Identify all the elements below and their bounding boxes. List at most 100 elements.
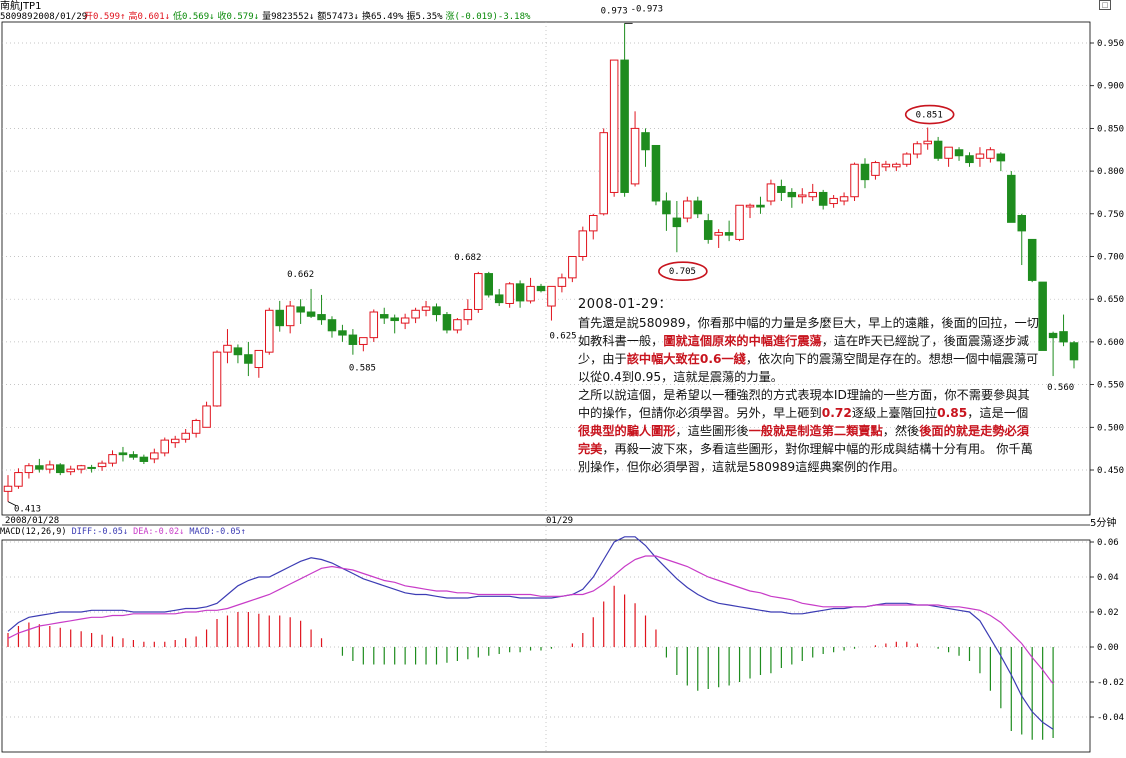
price-label: 0.705 <box>669 267 696 277</box>
annotation-run: 之所以說這個，是希望以一種強烈的方式表現本ID理論的一些方面，你不需要參與其中的… <box>578 388 1030 420</box>
candle-body <box>1069 342 1079 361</box>
main-ytick-label: 0.500 <box>1097 423 1124 433</box>
candle-body <box>526 285 535 302</box>
main-ytick-label: 0.700 <box>1097 253 1124 263</box>
candle-body <box>442 314 452 331</box>
candle-body <box>76 465 86 470</box>
annotation-highlight: 0.85 <box>937 406 968 420</box>
candle-body <box>1027 238 1037 281</box>
annotation-run: 逐級上臺階回拉 <box>851 406 938 420</box>
candle-body <box>766 183 776 202</box>
candle-body <box>139 456 149 462</box>
xtick-label: 2008/01/28 <box>5 516 59 526</box>
annotation-run: ，這是一個 <box>967 406 1029 420</box>
main-ytick-label: 0.550 <box>1097 381 1124 391</box>
candle-body <box>390 317 399 322</box>
annotation-highlight: 圖就這個原來的中幅進行震蕩 <box>663 334 822 348</box>
candle-body <box>400 317 410 324</box>
candle-body <box>170 438 180 444</box>
quote-field: 涨(-0.019)-3.18% <box>445 12 531 22</box>
macd-diff-line <box>7 536 1054 730</box>
candle-body <box>3 485 13 492</box>
annotation-highlight: 0.72 <box>821 406 852 420</box>
candle-body <box>463 308 473 321</box>
candle-body <box>996 153 1006 162</box>
xtick-label: 01/29 <box>546 516 573 526</box>
annotation-title: 2008-01-29： <box>578 297 673 312</box>
price-circle-marker <box>658 261 708 282</box>
candle-body <box>118 452 128 456</box>
candle-body <box>223 344 232 353</box>
price-label: 0.560 <box>1047 383 1074 393</box>
candle-body <box>944 146 953 159</box>
price-label: 0.851 <box>916 111 943 121</box>
candle-body <box>683 200 692 219</box>
macd-panel-frame <box>1 539 1091 753</box>
candle-body <box>484 273 494 296</box>
annotation-run: 首先還是說580989，你看那中幅的力量是多麼巨大，早上的遠離，後面的回拉，一切… <box>578 316 1039 348</box>
candle-body <box>411 309 420 319</box>
candle-body <box>306 311 316 317</box>
candle-body <box>338 330 347 336</box>
candle-body <box>97 462 107 468</box>
main-ytick-label: 0.450 <box>1097 466 1124 476</box>
quote-field: 低0.569↓ <box>173 12 215 22</box>
candle-body <box>756 204 765 208</box>
macd-ytick-label: 0.06 <box>1097 538 1119 548</box>
candle-body <box>202 405 211 428</box>
annotation-highlight: 一般就是制造第二類賣點 <box>748 424 883 438</box>
price-label: 0.662 <box>287 270 314 280</box>
price-label: 0.682 <box>454 253 481 263</box>
quote-field: 高0.601↓ <box>128 12 171 22</box>
candle-body <box>965 155 974 164</box>
candle-body <box>745 204 755 208</box>
candle-body <box>348 334 358 345</box>
candle-body <box>359 337 368 345</box>
candle-body <box>453 319 462 331</box>
macd-ytick-label: 0.00 <box>1097 643 1119 653</box>
candle-body <box>892 163 901 168</box>
candle-body <box>662 200 671 215</box>
candle-body <box>191 419 201 434</box>
price-label: 0.625 <box>549 332 576 342</box>
candle-body <box>45 464 55 470</box>
period-selector[interactable]: 5分钟 <box>1090 518 1117 529</box>
candle-body <box>474 273 483 310</box>
main-ytick-label: 0.750 <box>1097 210 1124 220</box>
candle-body <box>568 256 577 279</box>
candle-body <box>954 149 964 157</box>
candle-body <box>839 196 849 202</box>
window-toggle-icon[interactable]: □ <box>1099 0 1111 10</box>
candle-body <box>369 311 379 339</box>
candle-body <box>818 191 828 206</box>
macd-dea-value: DEA:-0.02↓ <box>133 527 185 537</box>
candle-body <box>212 351 222 407</box>
candle-body <box>902 153 912 165</box>
candle-body <box>693 200 703 215</box>
candle-body <box>881 163 891 168</box>
candle-body <box>912 143 922 155</box>
candle-body <box>379 314 389 319</box>
candle-body <box>578 230 588 258</box>
candle-body <box>160 439 170 454</box>
candle-body <box>285 305 295 327</box>
quote-field: 换65.49% <box>361 12 404 22</box>
candle-body <box>494 294 504 304</box>
quote-field: 收0.579↓ <box>217 12 260 22</box>
candle-body <box>808 191 817 198</box>
candle-body <box>515 283 525 302</box>
security-code: 580989 <box>0 12 33 22</box>
annotation-run: ，然後 <box>882 424 920 438</box>
candle-body <box>599 132 608 215</box>
candle-body <box>1038 281 1047 351</box>
candle-body <box>798 194 807 198</box>
candle-body <box>296 306 305 313</box>
main-ytick-label: 0.600 <box>1097 338 1124 348</box>
candle-body <box>181 432 190 440</box>
candle-body <box>651 144 661 202</box>
candle-body <box>1059 331 1068 343</box>
price-label: 0.413 <box>14 505 41 515</box>
macd-dea-line <box>7 555 1054 685</box>
candle-body <box>66 468 75 473</box>
